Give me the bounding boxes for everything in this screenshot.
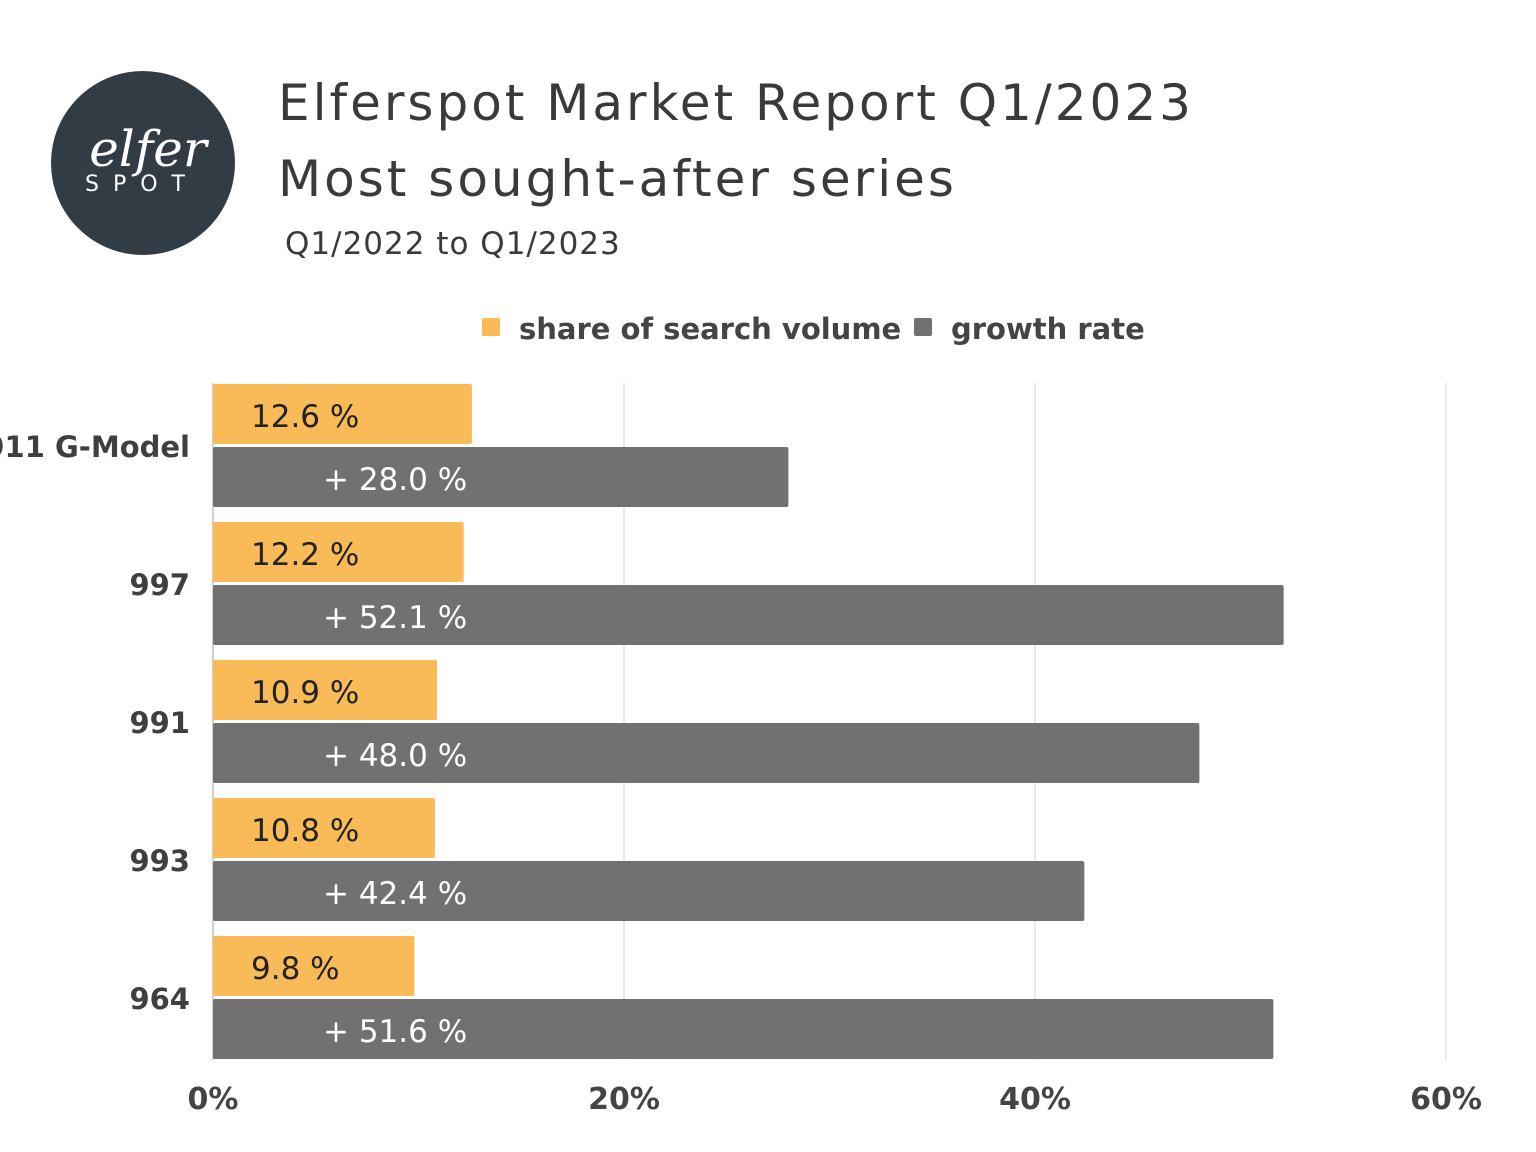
data-label: 9.8 % <box>251 951 340 987</box>
data-label: 12.2 % <box>251 537 359 573</box>
category-label: 991 <box>129 706 190 740</box>
data-label: + 48.0 % <box>323 738 467 774</box>
x-tick-label: 40% <box>999 1082 1071 1117</box>
logo-text-top: elfer <box>89 120 210 178</box>
data-label: 10.9 % <box>251 675 359 711</box>
bar <box>213 798 435 858</box>
data-label: 10.8 % <box>251 813 359 849</box>
bar <box>213 723 1200 783</box>
category-label: 997 <box>129 568 190 602</box>
category-label: 993 <box>129 844 190 878</box>
legend-label: growth rate <box>951 312 1145 346</box>
logo-circle <box>51 71 235 255</box>
bar <box>213 660 437 720</box>
x-tick-label: 20% <box>588 1082 660 1117</box>
x-tick-label: 0% <box>188 1082 239 1117</box>
legend-swatch <box>482 318 500 336</box>
x-tick-label: 60% <box>1410 1082 1482 1117</box>
elferspot-logo: elfer SPOT <box>51 71 235 255</box>
bar <box>213 585 1284 645</box>
bar <box>213 447 789 507</box>
data-label: + 51.6 % <box>323 1014 467 1050</box>
data-label: + 28.0 % <box>323 462 467 498</box>
page-title-second-line: Most sought-after series <box>278 150 957 208</box>
data-label: 12.6 % <box>251 399 359 435</box>
bar <box>213 522 464 582</box>
category-label: 911 G-Model <box>0 430 190 464</box>
page-subtitle: Q1/2022 to Q1/2023 <box>285 226 621 262</box>
bar <box>213 936 415 996</box>
bar <box>213 384 472 444</box>
data-label: + 42.4 % <box>323 876 467 912</box>
legend-label: share of search volume <box>519 312 901 346</box>
legend-swatch <box>914 318 932 336</box>
page-title: Elferspot Market Report Q1/2023 <box>278 74 1194 132</box>
logo-text-bottom: SPOT <box>85 172 199 197</box>
data-label: + 52.1 % <box>323 600 467 636</box>
bar <box>213 861 1085 921</box>
bar <box>213 999 1274 1059</box>
category-label: 964 <box>129 982 190 1016</box>
